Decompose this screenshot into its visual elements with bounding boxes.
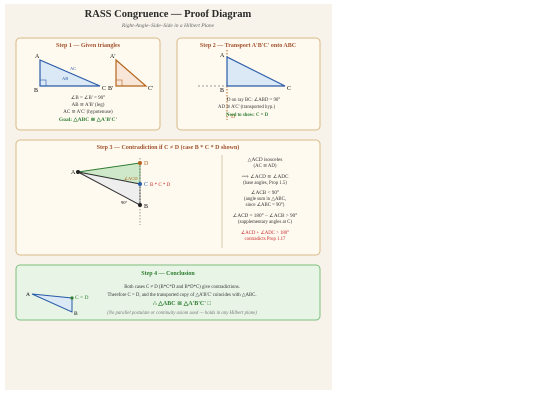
point-label: C <box>144 182 148 188</box>
text-line: Therefore C = D, and the transported cop… <box>107 292 256 298</box>
text-line: (angle sum in △ABC, <box>244 196 286 202</box>
point-label: C <box>287 86 291 92</box>
step-box <box>15 139 321 256</box>
note: (No parallel postulate or continuity axi… <box>107 311 257 316</box>
text-line: (supplementary angles at C) <box>238 220 292 225</box>
title: RASS Congruence — Proof Diagram <box>85 9 252 20</box>
step-title: Step 4 — Conclusion <box>141 271 195 277</box>
result: ∴ △ABC ≅ △A'B'C' □ <box>153 300 211 307</box>
point <box>70 296 74 300</box>
text-line: Both cases C ≠ D (B*C*D and B*D*C) give … <box>124 285 240 290</box>
step-title: Step 1 — Given triangles <box>56 43 121 49</box>
text-line: AD ≅ A'C' (transported hyp.) <box>218 105 275 110</box>
labels: A B C AB AC A' B' C' <box>34 54 153 94</box>
point <box>138 182 142 186</box>
step-title: Step 3 — Contradiction if C ≠ D (case B … <box>97 144 240 151</box>
point-label: A <box>26 292 30 298</box>
point-label: A <box>35 54 40 60</box>
triangle <box>115 58 148 87</box>
point <box>76 170 80 174</box>
side-label: AB <box>62 76 68 81</box>
text-line: ∠ACB < 90° <box>251 189 279 196</box>
text-line: AB ≅ A'B' (leg) <box>72 103 105 108</box>
right-angle <box>39 79 47 87</box>
point-label: A' <box>110 54 115 60</box>
goal: Goal: △ABC ≅ △A'B'C' <box>59 116 118 123</box>
text-line: D on ray BC: ∠ABD = 90° <box>227 97 280 103</box>
triangle <box>39 59 101 87</box>
text-line: ∠ACD = 180° − ∠ACB > 90° <box>233 212 298 219</box>
text-line: AC ≅ A'C' (hypotenuse) <box>63 110 113 115</box>
point-label: A <box>220 53 225 59</box>
text-line: (base angles, Prop 1.5) <box>243 181 287 186</box>
triangle <box>226 56 286 87</box>
point-label: B <box>74 311 78 317</box>
point-label: C' <box>148 86 153 92</box>
point-label: B <box>34 88 38 94</box>
goal: Need to show: C = D <box>226 113 269 118</box>
contradiction: contradicts Prop 1.17 <box>245 237 287 242</box>
point-label: C = D <box>75 295 89 301</box>
subtitle: Right-Angle–Side–Side in a Hilbert Plane <box>121 23 215 29</box>
step-title: Step 2 — Transport A'B'C' onto ABC <box>200 43 296 49</box>
right-angle <box>115 79 123 87</box>
triangle <box>31 293 73 313</box>
angle-label: ∠ACD <box>124 176 138 181</box>
text-line: ∠B = ∠B' = 90° <box>71 95 105 101</box>
point <box>138 161 142 165</box>
point-label: B' <box>108 86 113 92</box>
step-box <box>15 264 321 321</box>
point-label: C <box>102 86 106 92</box>
point-label: D <box>144 161 149 167</box>
point <box>138 203 142 207</box>
text-line: △ACD isosceles <box>248 157 283 163</box>
point-label: A <box>71 170 76 176</box>
side-label: AC <box>70 66 76 71</box>
text-line: (AC ≅ AD) <box>254 164 277 169</box>
text-line: ⟹ ∠ACD ≅ ∠ADC <box>242 174 289 180</box>
text-line: since ∠ABC = 90°) <box>246 202 285 208</box>
point-label: D <box>231 114 236 120</box>
angle-label: 90° <box>121 200 128 205</box>
point-label: B <box>144 204 148 210</box>
annotation: B * C * D <box>150 183 171 188</box>
point-label: B <box>220 88 224 94</box>
contradiction: ∠ACD + ∠ADC > 180° <box>241 230 289 236</box>
